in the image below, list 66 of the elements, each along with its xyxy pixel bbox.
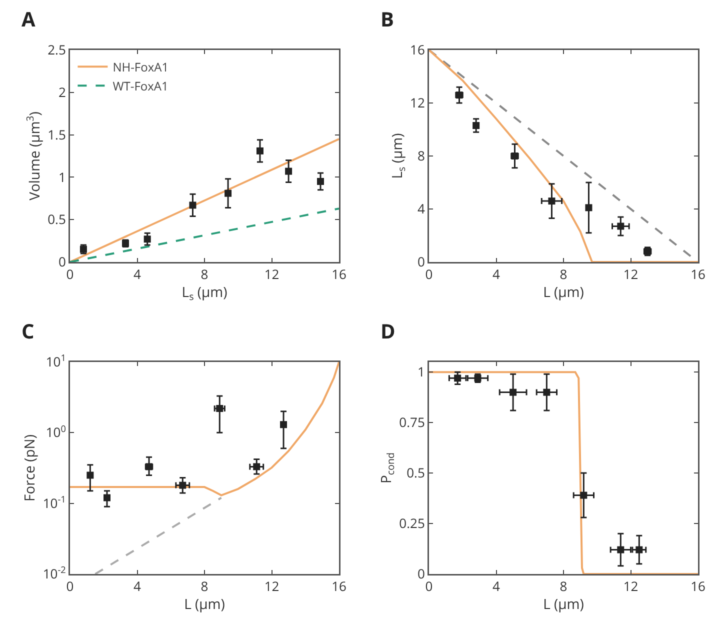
y-tick-label: 0.25: [399, 514, 425, 532]
x-tick-label: 16: [332, 265, 346, 284]
x-axis-title: L (μm): [184, 595, 225, 614]
chart-title: C: [22, 317, 35, 344]
point: [179, 482, 186, 489]
x-tick-label: 16: [690, 265, 706, 284]
legend-label: WT-FoxA1: [112, 77, 168, 94]
y-tick-label: 10$^{-1}$: [42, 492, 66, 512]
y-tick-label: 1: [417, 362, 425, 381]
x-tick-label: 4: [492, 265, 501, 284]
x-tick-label: 4: [134, 577, 142, 596]
y-tick-label: 2: [58, 82, 66, 101]
x-tick-label: 12: [623, 577, 638, 596]
point: [317, 178, 324, 185]
x-tick-label: 16: [332, 577, 346, 596]
point: [253, 463, 260, 470]
chart-title: D: [380, 317, 396, 344]
point: [510, 388, 517, 396]
y-tick-label: 10$^{1}$: [46, 351, 66, 371]
point: [636, 546, 643, 554]
y-tick-label: 2.5: [48, 40, 66, 59]
point: [256, 147, 264, 154]
point: [144, 236, 151, 243]
x-tick-label: 4: [492, 577, 501, 596]
y-tick-label: 4: [417, 200, 426, 218]
x-axis-title: L (μm): [543, 595, 584, 614]
y-tick-label: 0.5: [406, 464, 425, 482]
x-tick-label: 8: [560, 265, 568, 284]
point: [454, 374, 462, 382]
line-series: [70, 362, 339, 496]
x-tick-label: 8: [560, 577, 568, 596]
y-tick-label: 1: [58, 168, 66, 186]
point: [224, 190, 232, 197]
point: [543, 388, 550, 396]
x-tick-label: 4: [134, 265, 142, 284]
chart-title: B: [380, 5, 394, 32]
y-tick-label: 10$^{-2}$: [42, 563, 66, 583]
chart-title: A: [22, 5, 36, 32]
line-series: [429, 371, 698, 574]
y-tick-label: 1.5: [48, 125, 66, 144]
point: [580, 492, 588, 499]
y-axis-title: Force (pN): [20, 434, 40, 502]
y-tick-label: 0: [58, 252, 66, 271]
y-tick-label: 0.75: [399, 413, 425, 432]
legend-label: NH-FoxA1: [112, 58, 169, 76]
y-tick-label: 0: [417, 564, 425, 583]
point: [548, 198, 556, 205]
x-tick-label: 8: [200, 265, 208, 284]
point: [617, 546, 624, 554]
x-tick-label: 8: [200, 577, 208, 596]
point: [285, 168, 292, 175]
x-axis-title: L$_{s}$ (μm): [182, 283, 228, 304]
point: [189, 202, 196, 209]
y-tick-label: 8: [417, 146, 425, 165]
point: [216, 404, 224, 412]
y-tick-label: 12: [410, 94, 425, 112]
x-tick-label: 12: [264, 265, 280, 284]
y-tick-label: 16: [410, 40, 425, 59]
x-axis-title: L (μm): [543, 283, 584, 302]
x-tick-label: 12: [623, 265, 638, 284]
x-tick-label: 12: [264, 577, 280, 596]
y-tick-label: 0: [417, 252, 425, 271]
point: [617, 222, 624, 230]
y-tick-label: 0.5: [48, 210, 66, 228]
y-tick-label: 10$^{0}$: [46, 422, 66, 442]
x-tick-label: 16: [690, 577, 706, 596]
